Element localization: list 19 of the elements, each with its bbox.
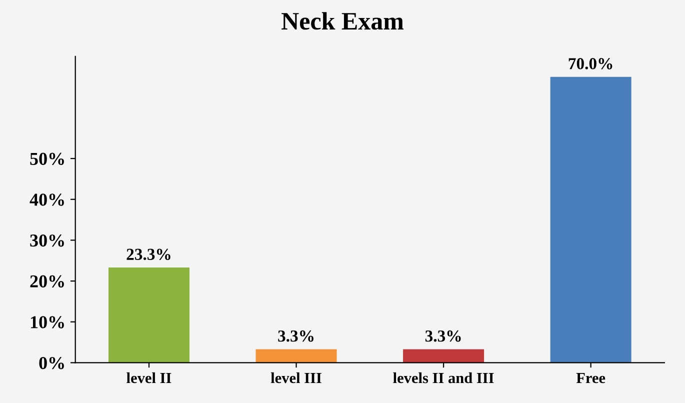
data-label: 70.0% [568, 58, 612, 70]
bar [256, 349, 337, 363]
x-tick-label: levels II and III [393, 372, 494, 384]
x-tick-label: Free [576, 373, 606, 384]
chart-title: Neck Exam [282, 12, 404, 30]
data-label: 23.3% [126, 248, 170, 260]
y-tick-label: 30% [30, 234, 64, 247]
y-tick-label: 40% [30, 194, 64, 206]
data-label: 3.3% [425, 330, 461, 342]
x-tick-label: level III [270, 372, 322, 384]
x-tick-label: level II [126, 372, 172, 384]
y-tick-label: 10% [30, 316, 64, 328]
y-tick-label: 50% [30, 152, 64, 166]
bar [550, 76, 632, 363]
y-tick-label: 0% [39, 356, 64, 370]
data-label: 3.3% [278, 330, 314, 342]
bar [403, 349, 484, 363]
bar [108, 268, 190, 363]
y-tick-label: 20% [30, 275, 64, 288]
